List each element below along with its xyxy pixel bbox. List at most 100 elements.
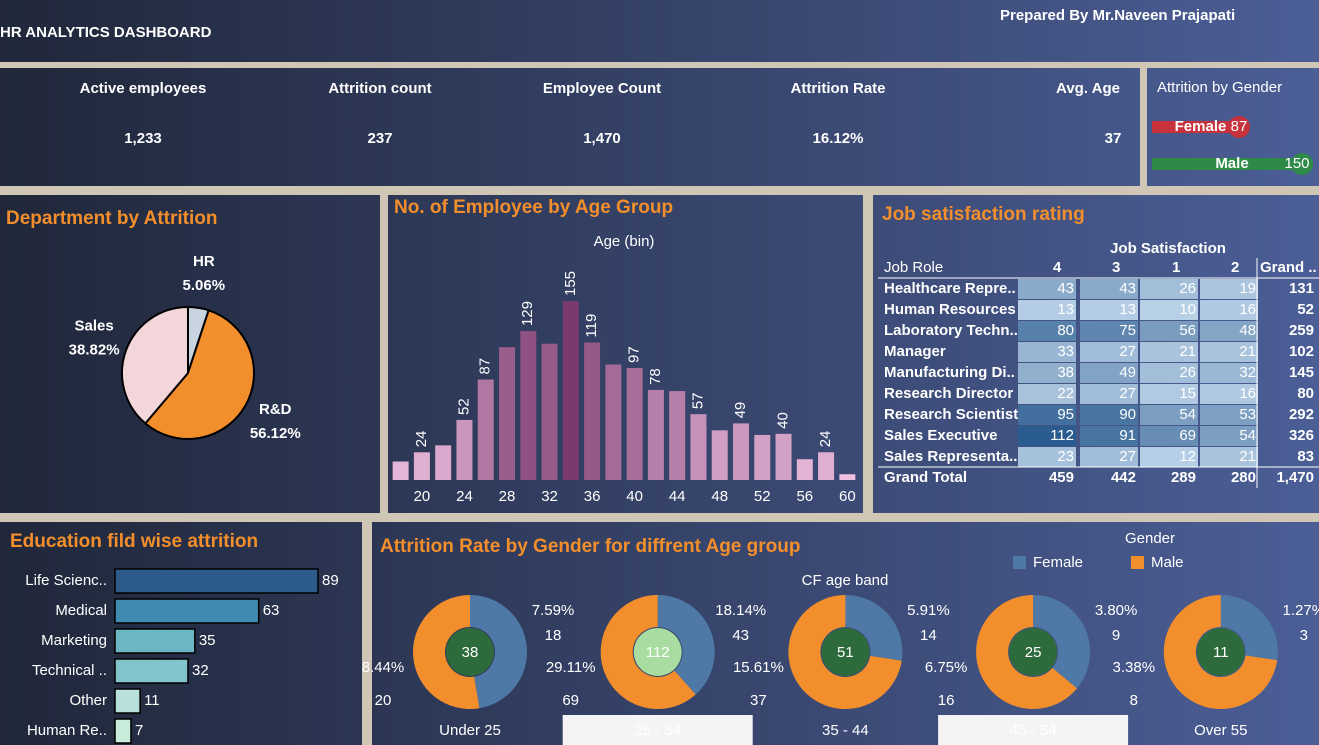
x-tick-label: 35 - 44 [822,722,869,739]
legend-label: Female [1033,554,1083,571]
heat-cell [1140,447,1198,467]
heat-cell [1080,300,1138,320]
column-header: 4 [1053,259,1062,276]
column-header: 1 [1172,259,1180,276]
count-label: 43 [732,627,749,644]
bar-end [1228,116,1250,138]
count-label: 37 [750,692,767,709]
row-label: Manufacturing Di.. [884,364,1015,381]
table-cell: 54 [1179,406,1196,423]
column-header: 3 [1112,259,1120,276]
heat-cell [1080,363,1138,383]
donut-slice [1033,595,1091,689]
table-title: Job satisfaction rating [882,204,1085,225]
table-cell: 56 [1179,322,1196,339]
bar [647,389,664,480]
chart-subtitle: CF age band [802,572,889,589]
table-cell: 131 [1289,280,1314,297]
table-cell: 95 [1057,406,1074,423]
donut-slice [470,595,528,709]
bar [114,598,260,624]
table-cell: 102 [1289,343,1314,360]
heat-cell [1018,321,1076,341]
slice-value: 5.06% [183,277,226,294]
bar [456,419,473,480]
heat-cell [1018,426,1076,446]
bar [711,430,728,480]
heat-cell [1080,321,1138,341]
heat-cell [1080,342,1138,362]
column-header: 2 [1231,259,1239,276]
x-tick-label: 40 [626,488,643,505]
heat-cell [1200,342,1258,362]
table-cell: 26 [1179,364,1196,381]
legend-label: Male [1151,554,1184,571]
kpi-label: Attrition count [328,80,431,97]
count-label: 14 [920,627,937,644]
value-label: 32 [192,662,209,679]
table-cell: 15 [1179,385,1196,402]
donut-slice [657,595,715,695]
donut-center [633,628,682,676]
bar [1152,158,1302,170]
table-cell: 52 [1297,301,1314,318]
x-tick-label: Under 25 [439,722,501,739]
heat-cell [1018,342,1076,362]
bar [435,445,452,480]
value-label: 87 [1231,118,1248,135]
value-label: 52 [455,398,472,415]
x-tick-label: 28 [499,488,516,505]
donut-slice [1163,595,1278,709]
x-tick-label: 48 [711,488,728,505]
kpi-value: 237 [367,130,392,147]
kpi-label: Attrition Rate [791,80,886,97]
category-label: Female [1175,118,1227,135]
table-cell: 21 [1239,448,1256,465]
table-cell: 27 [1119,448,1136,465]
donut-total: 11 [1213,644,1229,661]
pie-slice [121,305,189,425]
value-label: 49 [732,402,749,419]
table-cell: 16 [1239,385,1256,402]
heat-cell [1200,321,1258,341]
slice-value: 56.12% [250,425,301,442]
table-cell: 21 [1179,343,1196,360]
table-cell: 16 [1239,301,1256,318]
value-label: 40 [775,412,792,429]
column-header: Job Role [884,259,943,276]
heat-cell [1080,384,1138,404]
x-tick-label: Over 55 [1194,722,1247,739]
category-label: Marketing [41,632,107,649]
heat-cell [1200,279,1258,299]
heat-cell [1140,342,1198,362]
value-label: 11 [144,692,160,709]
bar [477,379,494,480]
value-label: 7 [135,722,143,739]
column-header: Grand .. [1260,259,1317,276]
heat-cell [1080,426,1138,446]
row-label: Research Director [884,385,1013,402]
bar [499,347,515,480]
bar [733,423,749,480]
kpi-value: 16.12% [813,130,864,147]
count-label: 16 [938,692,955,709]
heat-cell [1018,384,1076,404]
kpi-panel [0,68,1140,186]
row-label: Laboratory Techn.. [884,322,1018,339]
value-label: 87 [477,358,494,375]
bar [114,658,189,684]
table-cell: 69 [1179,427,1196,444]
bar [796,459,813,480]
value-label: 24 [817,431,834,448]
kpi-value: 1,233 [124,130,162,147]
category-label: Life Scienc.. [25,572,107,589]
percent-label: 15.61% [733,659,784,676]
x-tick-label: 60 [839,488,856,505]
row-label: Human Resources [884,301,1016,318]
count-label: 8 [1130,692,1138,709]
table-cell: 32 [1239,364,1256,381]
percent-label: 3.38% [1113,659,1156,676]
count-label: 69 [562,692,579,709]
table-cell: 91 [1119,427,1136,444]
heat-cell [1140,384,1198,404]
